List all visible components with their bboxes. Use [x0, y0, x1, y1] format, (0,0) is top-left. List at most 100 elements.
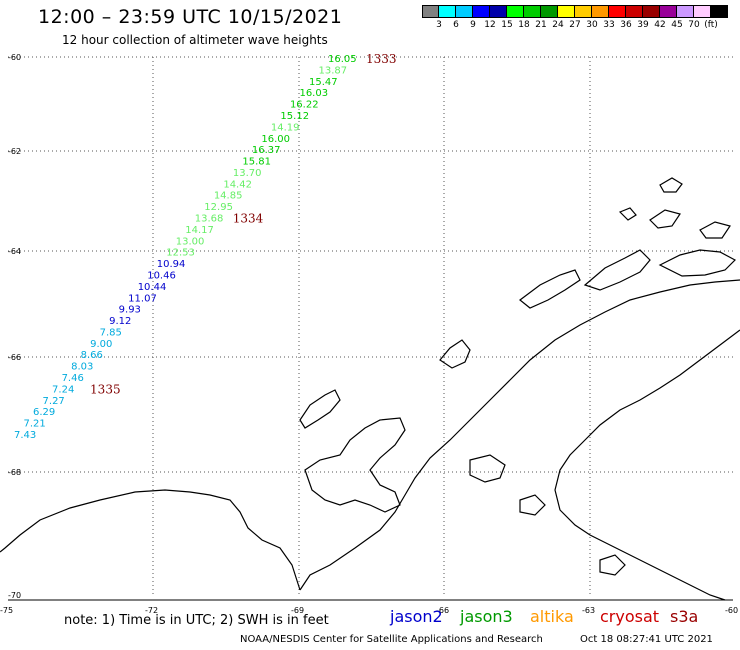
legend-label: 6: [453, 20, 459, 30]
legend-swatch: [694, 5, 711, 18]
legend-swatch: [575, 5, 592, 18]
satellite-jason3: jason3: [460, 607, 513, 626]
swh-value: 16.37: [252, 145, 281, 156]
legend-swatch: [609, 5, 626, 18]
satellite-cryosat: cryosat: [600, 607, 660, 626]
swh-value: 14.42: [223, 179, 252, 190]
legend-swatch: [558, 5, 575, 18]
legend-label: 45: [671, 20, 683, 30]
lat-label: -68: [8, 468, 21, 477]
legend-swatch: [626, 5, 643, 18]
swh-value: 13.70: [233, 168, 262, 179]
lat-label: -60: [8, 53, 21, 62]
pass-time: 1334: [233, 212, 264, 226]
swh-value: 14.19: [271, 122, 300, 133]
swh-value: 7.27: [43, 396, 65, 407]
legend-swatch: [711, 5, 728, 18]
peninsula-coast-east: [299, 279, 740, 591]
swh-value: 7.21: [24, 419, 46, 430]
swh-value: 9.93: [119, 305, 141, 316]
legend-label: 30: [586, 20, 598, 30]
lon-label: -72: [145, 606, 158, 615]
legend-swatch: [507, 5, 524, 18]
legend-swatch: [490, 5, 507, 18]
island-8: [659, 177, 683, 193]
swh-value: 10.44: [138, 282, 167, 293]
inner-coast: [304, 417, 406, 513]
altimeter-track: 16.0513.8715.4716.0316.2215.1214.1916.00…: [14, 52, 397, 441]
swh-value: 16.05: [328, 54, 357, 65]
satellite-altika: altika: [530, 607, 574, 626]
lat-label: -64: [8, 247, 21, 256]
legend-swatch: [660, 5, 677, 18]
color-legend: [422, 5, 728, 18]
swh-value: 14.17: [185, 225, 214, 236]
lon-label: -75: [0, 606, 13, 615]
swh-value: 11.07: [128, 293, 157, 304]
island-1: [299, 389, 341, 429]
legend-swatch: [524, 5, 541, 18]
satellite-s3a: s3a: [670, 607, 699, 626]
swh-value: 8.03: [71, 362, 93, 373]
swh-value: 16.03: [299, 88, 328, 99]
footer-timestamp: Oct 18 08:27:41 UTC 2021: [580, 634, 713, 645]
lat-label: -66: [8, 353, 21, 362]
legend-labels: 3 6 9 12 15 18 21 24 27 30 33 36 39 42 45 70 (ft): [422, 20, 740, 34]
legend-label: 39: [637, 20, 649, 30]
lon-label: -66: [436, 606, 449, 615]
swh-value: 10.46: [147, 270, 176, 281]
island-6: [649, 209, 681, 229]
swh-value: 7.24: [52, 384, 74, 395]
legend-swatch: [677, 5, 694, 18]
island-2: [439, 339, 471, 369]
legend-label: 12: [484, 20, 496, 30]
map-title: 12:00 – 23:59 UTC 10/15/2021: [38, 6, 343, 28]
swh-value: 6.29: [33, 407, 55, 418]
swh-value: 15.47: [309, 77, 338, 88]
lon-label: -60: [725, 606, 738, 615]
satellite-jason2: jason2: [390, 607, 443, 626]
island-7: [699, 221, 731, 239]
legend-label: 3: [436, 20, 442, 30]
island-5: [658, 249, 736, 277]
swh-value: 15.12: [280, 111, 309, 122]
legend-label: 27: [569, 20, 581, 30]
legend-label: (ft): [704, 20, 718, 30]
coastal-islands: [469, 454, 626, 576]
swh-value: 7.43: [14, 430, 36, 441]
legend-label: 9: [470, 20, 476, 30]
east-coast: [554, 329, 740, 601]
lat-label: -62: [8, 147, 21, 156]
legend-swatch: [473, 5, 490, 18]
legend-label: 15: [501, 20, 513, 30]
swh-value: 15.81: [242, 157, 271, 168]
lon-label: -63: [582, 606, 595, 615]
pass-time: 1335: [90, 382, 121, 396]
lon-label: -69: [291, 606, 304, 615]
legend-label: 70: [688, 20, 700, 30]
island-4: [583, 249, 651, 291]
swh-value: 9.12: [109, 316, 131, 327]
legend-swatch: [456, 5, 473, 18]
legend-label: 36: [620, 20, 632, 30]
swh-value: 14.85: [214, 191, 243, 202]
legend-swatch: [422, 5, 439, 18]
legend-swatch: [439, 5, 456, 18]
swh-value: 13.00: [176, 236, 205, 247]
island-9: [618, 207, 637, 221]
legend-label: 33: [603, 20, 615, 30]
legend-swatch: [643, 5, 660, 18]
legend-label: 42: [654, 20, 666, 30]
swh-value: 7.85: [100, 327, 122, 338]
island-3: [519, 269, 581, 309]
lat-label: -70: [8, 591, 21, 600]
swh-value: 16.00: [261, 134, 290, 145]
swh-value: 9.00: [90, 339, 112, 350]
coastline: [0, 177, 740, 601]
graticule: -60 -62 -64 -66 -68 -70 -75 -72 -69 -66 -63 -60: [0, 53, 738, 615]
map-subtitle: 12 hour collection of altimeter wave hei…: [62, 33, 328, 47]
legend-label: 24: [552, 20, 564, 30]
legend-label: 21: [535, 20, 547, 30]
legend-swatch: [592, 5, 609, 18]
